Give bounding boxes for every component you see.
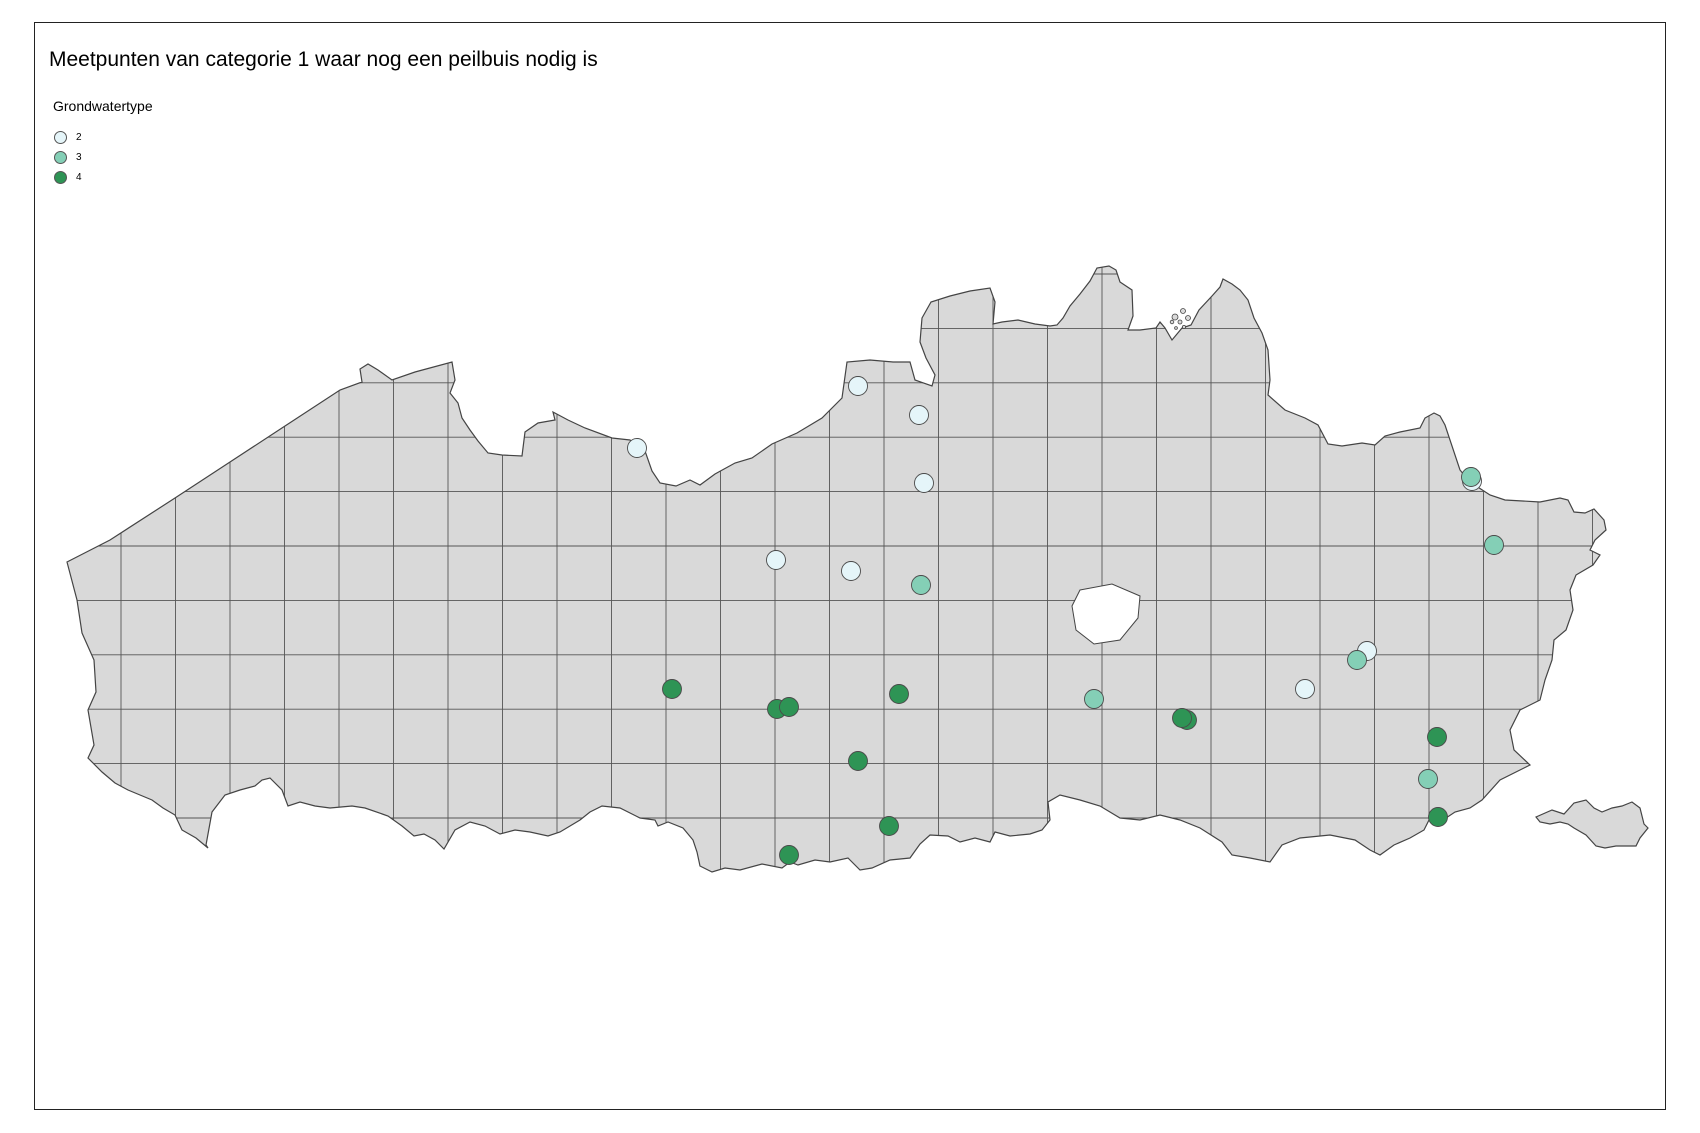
legend-item-4: 4 (54, 168, 82, 186)
measurement-point-type-4[interactable] (879, 816, 899, 836)
voeren-region (1535, 799, 1649, 849)
legend-item-2: 2 (54, 128, 82, 146)
legend-swatch-3 (54, 150, 67, 164)
legend-label-2: 2 (76, 131, 82, 143)
measurement-point-type-4[interactable] (848, 751, 868, 771)
measurement-point-type-4[interactable] (779, 697, 799, 717)
measurement-point-type-4[interactable] (662, 679, 682, 699)
measurement-point-type-3[interactable] (1347, 650, 1367, 670)
measurement-point-type-4[interactable] (1427, 727, 1447, 747)
measurement-point-type-2[interactable] (1295, 679, 1315, 699)
legend-label-4: 4 (76, 171, 82, 183)
measurement-point-type-3[interactable] (1461, 467, 1481, 487)
measurement-point-type-2[interactable] (909, 405, 929, 425)
legend-swatch-4 (54, 170, 67, 184)
measurement-point-type-4[interactable] (1172, 708, 1192, 728)
legend-label-3: 3 (76, 151, 82, 163)
measurement-point-type-3[interactable] (911, 575, 931, 595)
measurement-point-type-3[interactable] (1484, 535, 1504, 555)
measurement-points (627, 376, 1504, 865)
legend-title: Grondwatertype (53, 98, 153, 114)
islet-shape (1171, 313, 1179, 321)
flanders-region (67, 266, 1606, 872)
brussels-enclave (1071, 583, 1141, 645)
islet-shape (1169, 319, 1175, 325)
legend-swatch-2 (54, 130, 67, 144)
islet-shape (1180, 308, 1186, 314)
flanders-border (66, 265, 1607, 873)
map-title: Meetpunten van categorie 1 waar nog een … (49, 48, 598, 71)
measurement-point-type-2[interactable] (914, 473, 934, 493)
measurement-point-type-3[interactable] (1084, 689, 1104, 709)
measurement-point-type-2[interactable] (766, 550, 786, 570)
islet-shape (1182, 324, 1187, 329)
measurement-point-type-2[interactable] (848, 376, 868, 396)
measurement-point-type-2[interactable] (627, 438, 647, 458)
legend-item-3: 3 (54, 148, 82, 166)
measurement-point-type-4[interactable] (1428, 807, 1448, 827)
islet-shape (1177, 319, 1183, 325)
islet-shape (1174, 326, 1178, 330)
islet-shape (1185, 315, 1191, 321)
measurement-point-type-3[interactable] (1418, 769, 1438, 789)
baarle-hertog-enclaves (1169, 308, 1191, 330)
measurement-point-type-4[interactable] (889, 684, 909, 704)
measurement-point-type-2[interactable] (841, 561, 861, 581)
measurement-point-type-4[interactable] (779, 845, 799, 865)
